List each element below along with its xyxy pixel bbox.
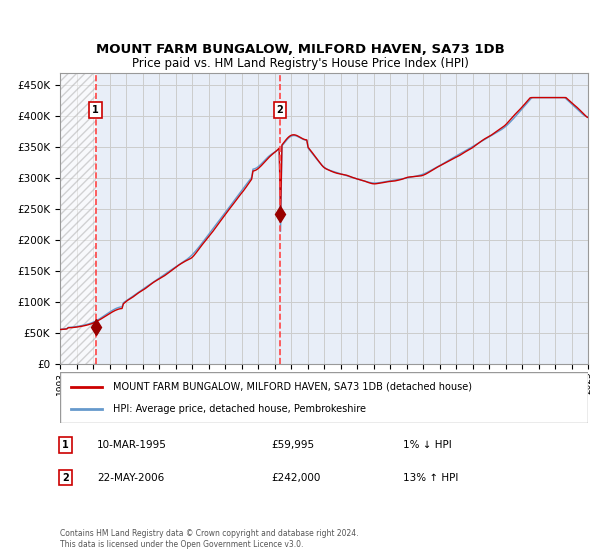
- Text: 10-MAR-1995: 10-MAR-1995: [97, 440, 167, 450]
- Bar: [60, 73, 96, 364]
- Text: Price paid vs. HM Land Registry's House Price Index (HPI): Price paid vs. HM Land Registry's House …: [131, 57, 469, 70]
- Text: MOUNT FARM BUNGALOW, MILFORD HAVEN, SA73 1DB (detached house): MOUNT FARM BUNGALOW, MILFORD HAVEN, SA73…: [113, 381, 472, 391]
- Text: 22-MAY-2006: 22-MAY-2006: [97, 473, 164, 483]
- Text: £242,000: £242,000: [271, 473, 320, 483]
- Text: 2: 2: [277, 105, 283, 115]
- Text: 1: 1: [92, 105, 99, 115]
- Text: MOUNT FARM BUNGALOW, MILFORD HAVEN, SA73 1DB: MOUNT FARM BUNGALOW, MILFORD HAVEN, SA73…: [95, 43, 505, 56]
- Text: 13% ↑ HPI: 13% ↑ HPI: [403, 473, 458, 483]
- FancyBboxPatch shape: [60, 372, 588, 423]
- Bar: [60, 73, 96, 364]
- Text: £59,995: £59,995: [271, 440, 314, 450]
- Text: HPI: Average price, detached house, Pembrokeshire: HPI: Average price, detached house, Pemb…: [113, 404, 366, 414]
- Text: 2: 2: [62, 473, 68, 483]
- Text: 1% ↓ HPI: 1% ↓ HPI: [403, 440, 452, 450]
- Text: 1: 1: [62, 440, 68, 450]
- Text: Contains HM Land Registry data © Crown copyright and database right 2024.
This d: Contains HM Land Registry data © Crown c…: [60, 529, 359, 549]
